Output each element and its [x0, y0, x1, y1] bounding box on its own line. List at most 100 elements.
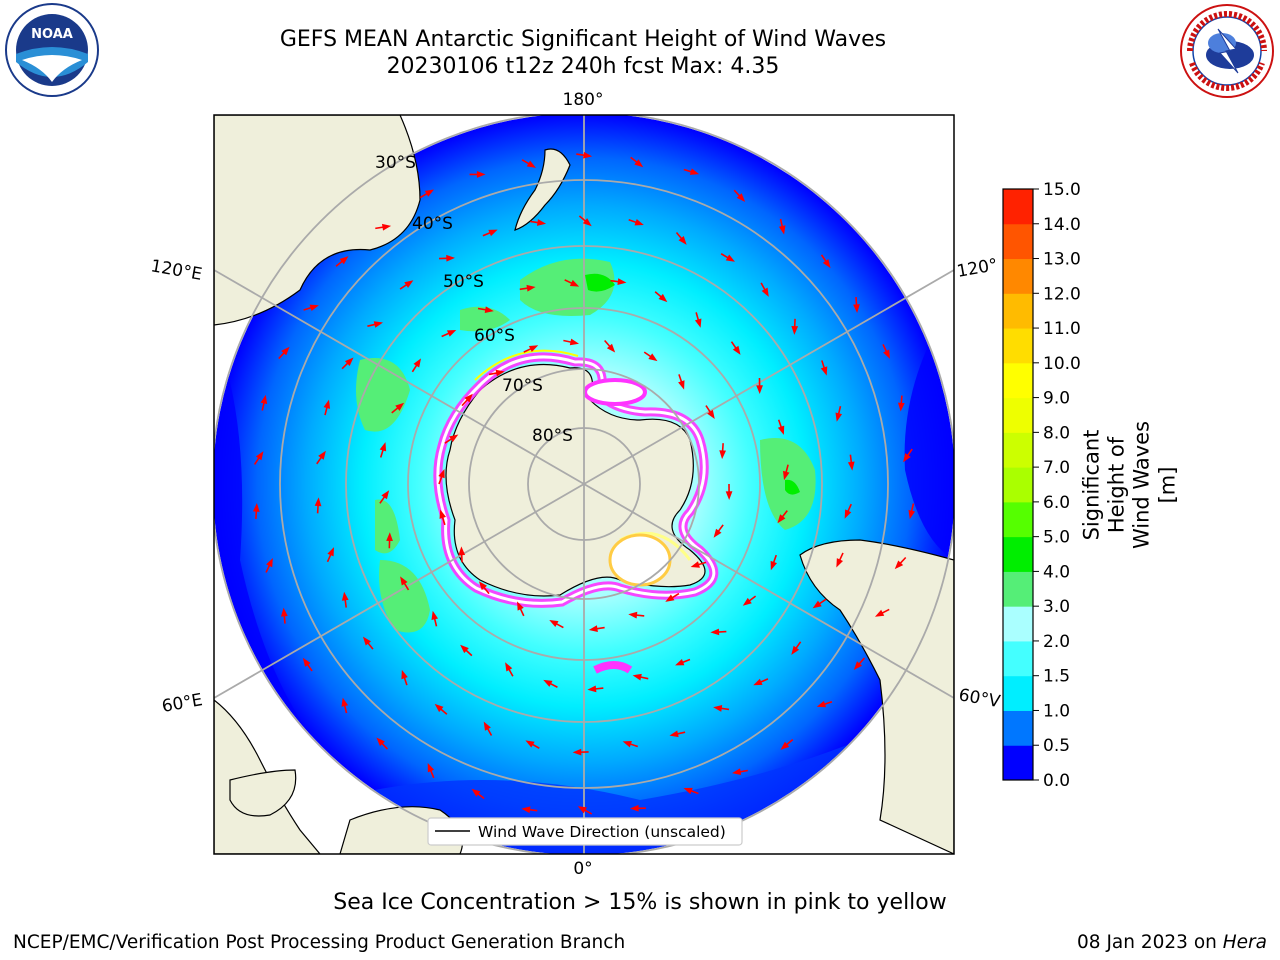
wave-direction-arrow-head	[401, 669, 408, 680]
colorbar-segment	[1003, 189, 1033, 225]
wave-direction-arrow-head	[577, 806, 587, 814]
wave-direction-arrow-head	[617, 278, 627, 285]
colorbar-tick-label: 14.0	[1043, 215, 1081, 235]
wave-direction-arrow-head	[483, 721, 491, 731]
new-zealand	[514, 148, 571, 231]
wave-direction-arrow-head	[427, 763, 435, 773]
wave-direction-arrow-head	[341, 697, 349, 707]
wave-direction-arrow-head	[526, 160, 536, 168]
wave-direction-arrow-head	[404, 280, 414, 288]
noaa-logo: NOAA	[5, 3, 99, 97]
wave-direction-arrow-head	[583, 151, 593, 159]
wave-direction-arrow-head	[373, 321, 383, 328]
wave-direction-arrow-head	[431, 610, 439, 621]
wave-direction-arrow-head	[446, 254, 456, 262]
colorbar-tick-label: 8.0	[1043, 423, 1070, 443]
wave-direction-arrow-head	[439, 509, 446, 519]
colorbar-segment	[1003, 258, 1033, 294]
wave-direction-arrow-head	[341, 591, 349, 601]
date-text: 08 Jan 2023 on	[1077, 932, 1223, 953]
colorbar-segment	[1003, 536, 1033, 572]
wave-direction-arrow-head	[314, 497, 322, 507]
system-name: Hera	[1222, 932, 1267, 953]
wave-direction-arrow-head	[725, 491, 733, 500]
wave-direction-arrow-head	[782, 470, 790, 481]
wave-direction-arrow-head	[736, 193, 746, 202]
wave-direction-arrow-head	[820, 366, 828, 376]
wave-direction-arrow-head	[280, 607, 288, 617]
wave-direction-arrow-head	[438, 468, 445, 479]
lon-label-60w: 60°V	[957, 685, 1002, 712]
wave-direction-arrow-head	[753, 678, 763, 686]
colorbar-tick-label: 0.0	[1043, 771, 1070, 791]
wave-direction-arrow-head	[525, 740, 535, 748]
wave-direction-arrow-head	[449, 434, 459, 443]
wave-direction-arrow-head	[689, 168, 700, 175]
wave-direction-arrow-head	[710, 628, 720, 636]
wave-direction-arrow-head	[683, 787, 693, 795]
wave-direction-arrow-head	[528, 345, 539, 353]
wave-direction-arrow-head	[344, 357, 354, 366]
wave-direction-arrow-head	[622, 740, 632, 748]
wave-direction-arrow-head	[835, 412, 843, 422]
wave-direction-arrow-head	[376, 737, 385, 747]
lat-label-30s: 30°S	[375, 153, 416, 173]
lon-label-0: 0°	[573, 859, 592, 879]
wave-direction-arrow-head	[471, 788, 481, 797]
wave-direction-arrow-head	[521, 806, 531, 814]
wave-direction-arrow-head	[634, 218, 644, 226]
credit-line: NCEP/EMC/Verification Post Processing Pr…	[13, 932, 626, 953]
wave-direction-arrow-head	[379, 442, 387, 452]
title-line-1: GEFS MEAN Antarctic Significant Height o…	[279, 27, 887, 52]
wave-direction-arrow-head	[588, 625, 598, 632]
wave-direction-arrow-head	[252, 502, 260, 512]
wave-direction-arrow-head	[495, 369, 505, 377]
lat-label-40s: 40°S	[412, 214, 453, 234]
colorbar-segment	[1003, 223, 1033, 260]
wave-direction-arrow-head	[713, 705, 723, 712]
wave-direction-arrow-head	[302, 657, 311, 667]
wave-direction-arrow-head	[732, 768, 742, 776]
lat-label-80s: 80°S	[532, 426, 573, 446]
wave-direction-arrow-head	[266, 557, 273, 568]
wave-direction-arrow-head	[908, 509, 916, 520]
wave-direction-arrow-head	[648, 353, 658, 362]
wave-direction-arrow-head	[778, 225, 786, 235]
colorbar-tick-label: 11.0	[1043, 319, 1081, 339]
colorbar-label: Significant Height of Wind Waves [m]	[1079, 420, 1180, 550]
nws-logo	[1180, 4, 1274, 98]
wave-direction-arrow-head	[628, 611, 638, 619]
colorbar-tick-label: 3.0	[1043, 597, 1070, 617]
wave-direction-arrow-head	[678, 235, 687, 245]
lat-label-70s: 70°S	[502, 376, 543, 396]
graticule	[214, 115, 954, 854]
colorbar-tick-label: 2.0	[1043, 632, 1070, 652]
wave-direction-arrow-head	[669, 730, 679, 738]
wave-direction-arrow-head	[446, 329, 457, 337]
colorbar-tick-label: 0.5	[1043, 736, 1070, 756]
wave-direction-arrow-head	[381, 223, 392, 231]
wave-direction-arrow-head	[587, 685, 597, 693]
noaa-logo-text: NOAA	[31, 27, 73, 42]
colorbar-segment	[1003, 397, 1033, 433]
wave-direction-arrow-head	[339, 256, 349, 265]
wave-direction-arrow-head	[791, 645, 800, 655]
lon-label-60e: 60°E	[160, 690, 204, 717]
wave-direction-arrow-head	[777, 425, 785, 435]
wave-direction-arrow-head	[678, 380, 685, 390]
colorbar-segment	[1003, 745, 1033, 781]
wave-direction-arrow-head	[812, 600, 822, 609]
wave-direction-arrow-head	[424, 189, 435, 197]
wave-direction-arrow-head	[732, 345, 741, 355]
colorbar-segment	[1003, 710, 1033, 746]
wave-direction-arrow-head	[386, 532, 393, 542]
colorbar-segment	[1003, 501, 1033, 538]
wave-direction-arrow-head	[400, 576, 408, 586]
wave-direction-arrow-head	[309, 304, 319, 312]
lat-label-50s: 50°S	[443, 272, 484, 292]
wave-direction-arrow-head	[526, 284, 536, 292]
lat-label-60s: 60°S	[474, 326, 515, 346]
colorbar-tick-label: 9.0	[1043, 389, 1070, 409]
wave-direction-arrow-head	[756, 385, 763, 395]
